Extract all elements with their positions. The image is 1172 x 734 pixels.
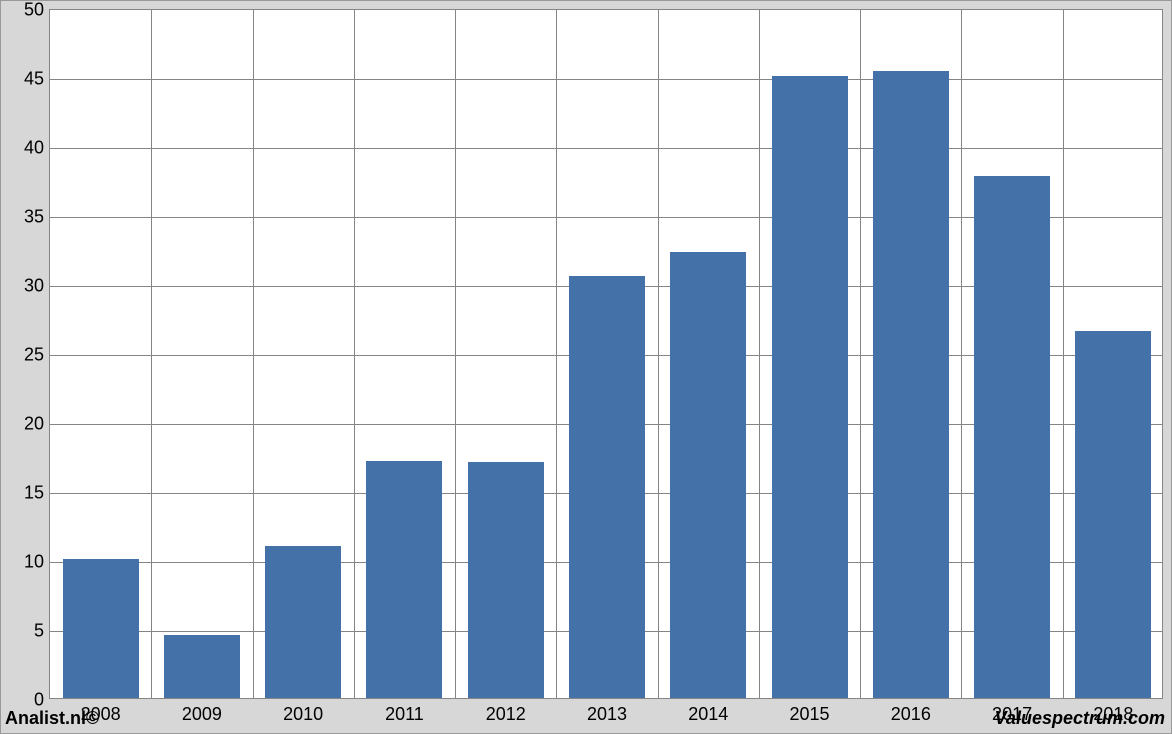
- footer-right-credit: Valuespectrum.com: [995, 708, 1165, 729]
- x-axis-tick-label: 2012: [486, 698, 526, 725]
- y-axis-tick-label: 10: [24, 552, 50, 573]
- bar: [265, 546, 341, 698]
- y-axis-tick-label: 25: [24, 345, 50, 366]
- gridline-vertical: [1063, 10, 1064, 698]
- x-axis-tick-label: 2015: [790, 698, 830, 725]
- bar: [569, 276, 645, 698]
- bar: [164, 635, 240, 698]
- gridline-vertical: [759, 10, 760, 698]
- bar: [63, 559, 139, 698]
- bar: [670, 252, 746, 698]
- x-axis-tick-label: 2009: [182, 698, 222, 725]
- bar: [1075, 331, 1151, 698]
- y-axis-tick-label: 20: [24, 414, 50, 435]
- gridline-vertical: [354, 10, 355, 698]
- x-axis-tick-label: 2010: [283, 698, 323, 725]
- y-axis-tick-label: 30: [24, 276, 50, 297]
- y-axis-tick-label: 40: [24, 138, 50, 159]
- x-axis-tick-label: 2016: [891, 698, 931, 725]
- x-axis-tick-label: 2011: [385, 698, 424, 725]
- gridline-vertical: [151, 10, 152, 698]
- gridline-horizontal: [50, 79, 1162, 80]
- gridline-vertical: [556, 10, 557, 698]
- y-axis-tick-label: 5: [34, 621, 50, 642]
- gridline-vertical: [860, 10, 861, 698]
- bar: [772, 76, 848, 698]
- x-axis-tick-label: 2014: [688, 698, 728, 725]
- bar: [974, 176, 1050, 698]
- bar: [366, 461, 442, 698]
- gridline-vertical: [658, 10, 659, 698]
- y-axis-tick-label: 15: [24, 483, 50, 504]
- bar: [468, 462, 544, 698]
- y-axis-tick-label: 50: [24, 0, 50, 21]
- footer-left-credit: Analist.nl©: [5, 708, 99, 729]
- bar: [873, 71, 949, 698]
- gridline-vertical: [455, 10, 456, 698]
- gridline-horizontal: [50, 148, 1162, 149]
- gridline-vertical: [961, 10, 962, 698]
- x-axis-tick-label: 2013: [587, 698, 627, 725]
- y-axis-tick-label: 35: [24, 207, 50, 228]
- gridline-vertical: [253, 10, 254, 698]
- chart-container: 0510152025303540455020082009201020112012…: [0, 0, 1172, 734]
- y-axis-tick-label: 45: [24, 69, 50, 90]
- plot-area: 0510152025303540455020082009201020112012…: [49, 9, 1163, 699]
